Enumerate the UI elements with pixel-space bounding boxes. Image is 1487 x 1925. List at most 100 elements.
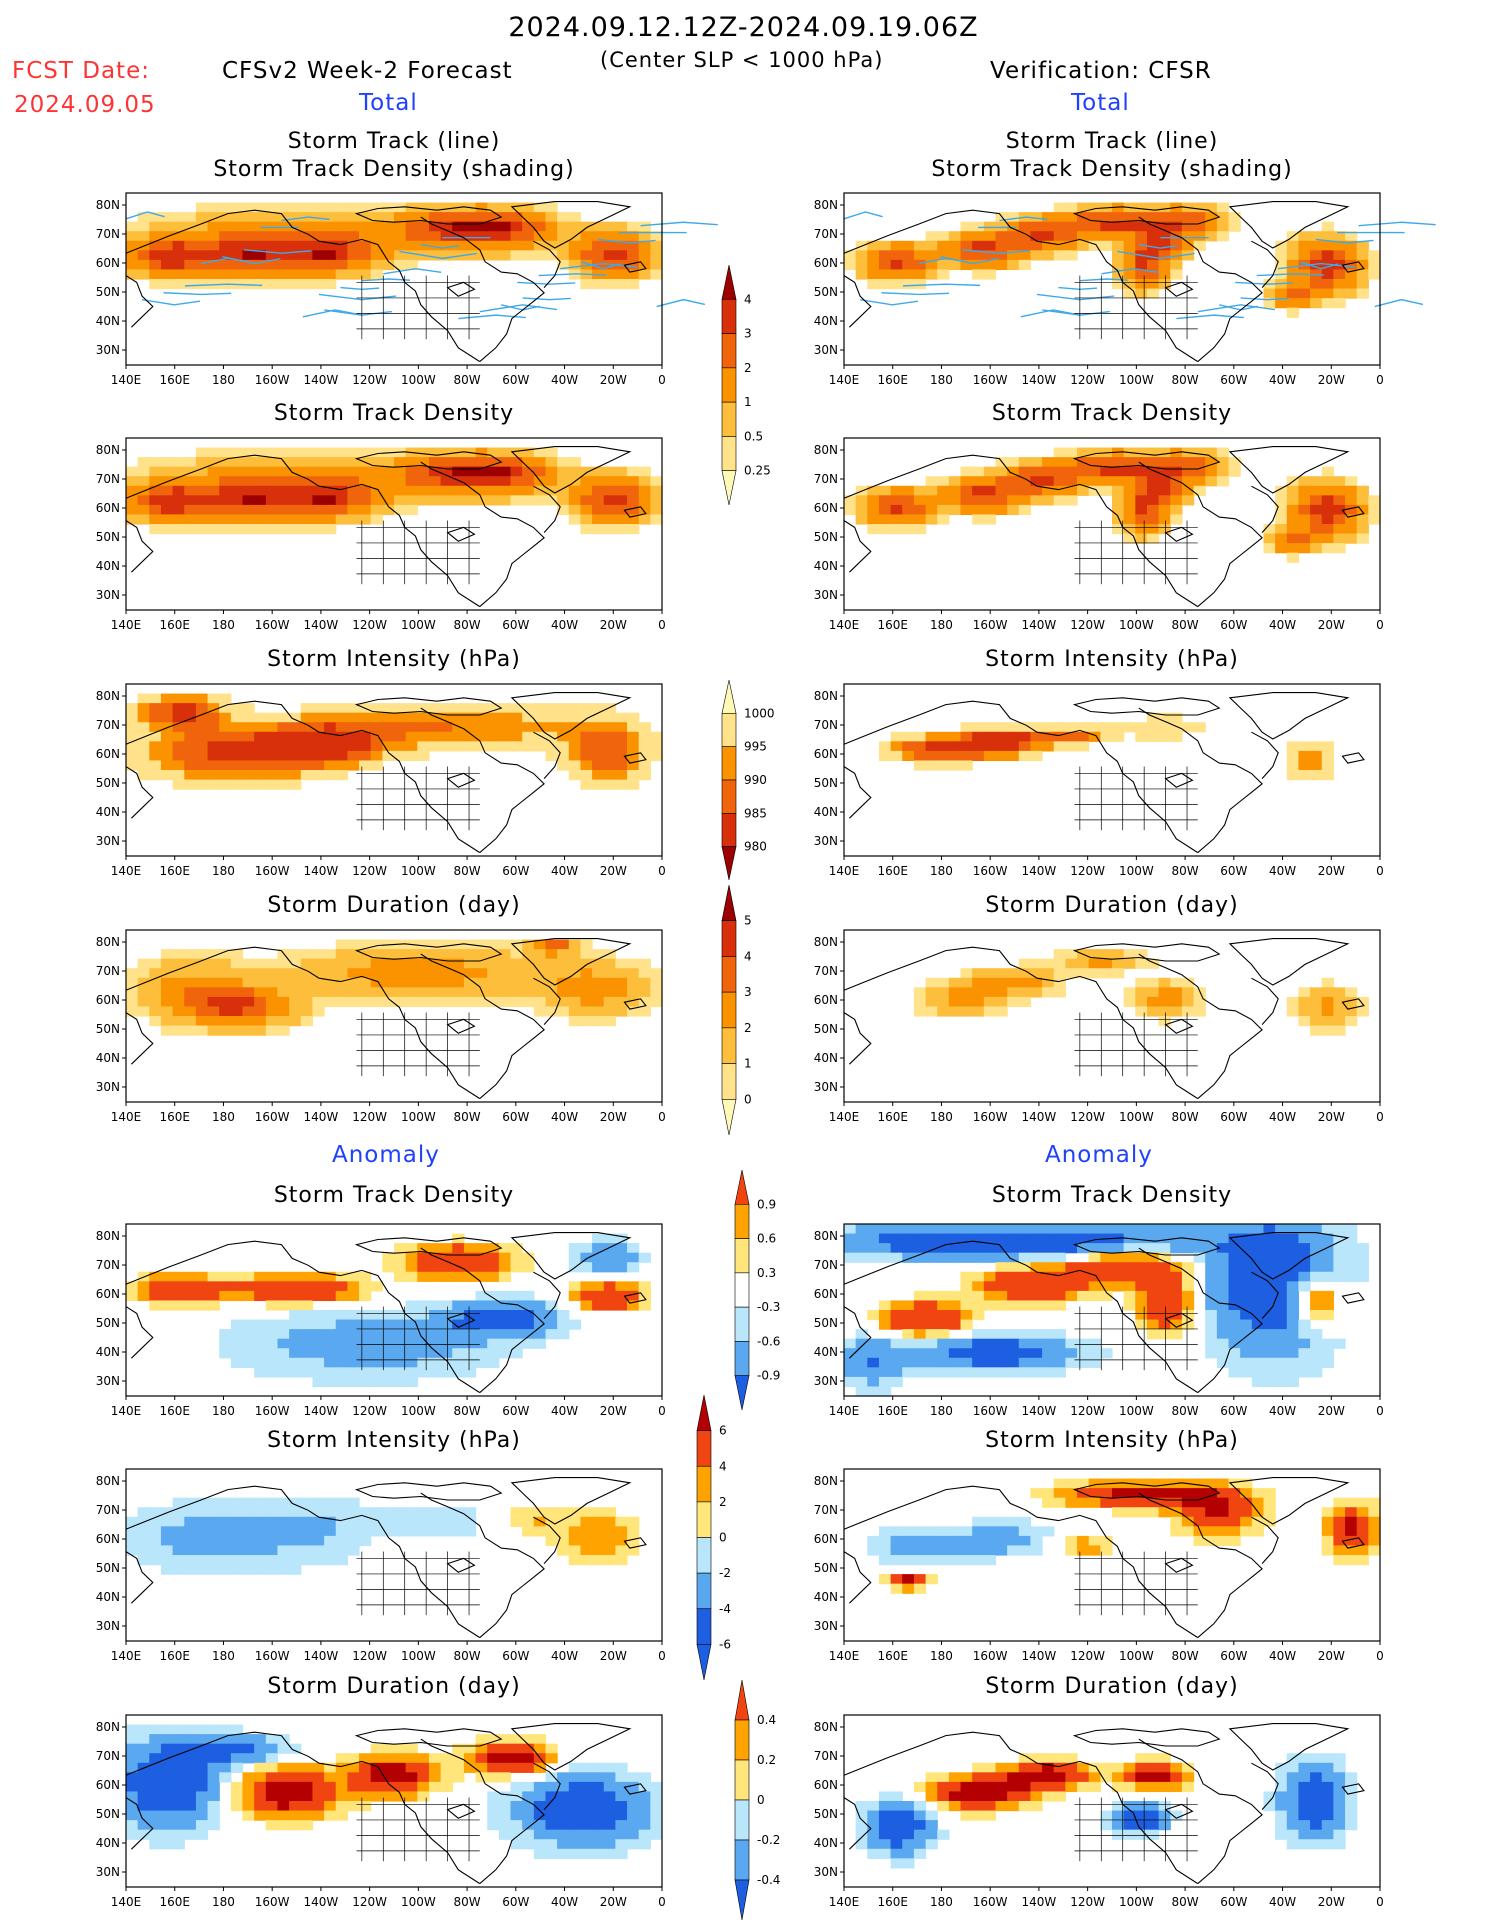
field-cell [533,1743,547,1754]
field-cell [1263,288,1276,299]
field-cell [592,1281,605,1292]
field-cell [1123,250,1136,261]
field-cell [867,1545,880,1556]
field-cell [638,1801,651,1812]
field-cell [195,457,209,468]
field-cell [925,1545,938,1556]
lat-tick-label: 60N [814,1778,838,1792]
field-cell [557,760,570,771]
field-cell [1298,1829,1311,1840]
field-cell [983,514,997,525]
field-cell [983,731,997,742]
field-cell [1146,1224,1160,1235]
field-cell [184,485,197,496]
field-cell [219,1016,232,1027]
coastline [420,461,545,608]
field-cell [902,1357,915,1368]
field-cell [219,1025,232,1036]
field-cell [1007,1516,1020,1527]
field-cell [1088,466,1101,477]
field-cell [878,240,892,251]
field-cell [1042,1753,1055,1764]
field-cell [382,731,395,742]
field-cell [568,1848,582,1859]
field-cell [172,1290,185,1302]
lon-tick-label: 80W [454,618,481,632]
field-cell [1216,1478,1230,1489]
field-cell [149,1820,162,1831]
field-cell [972,1791,985,1802]
field-cell [219,722,232,733]
field-cell [1077,231,1090,242]
field-cell [1170,457,1183,468]
field-cell [1240,1243,1253,1254]
field-cell [1018,1526,1032,1537]
field-cell [394,495,407,506]
field-cell [359,514,372,525]
field-cell [335,1791,348,1802]
field-cell [522,1839,535,1850]
lat-tick-label: 60N [96,256,120,270]
field-cell [592,770,605,781]
field-cell [522,457,535,468]
field-cell [1205,1507,1218,1518]
field-cell [878,1555,892,1566]
field-cell [1321,1535,1334,1547]
field-cell [219,240,232,251]
field-cell [1368,1526,1381,1537]
field-cell [335,1319,348,1330]
field-cell [1077,1772,1090,1783]
field-cell [498,476,512,487]
field-cell [983,485,997,496]
field-cell [405,1329,418,1340]
field-cell [312,1006,325,1017]
field-cell [1065,1488,1078,1499]
field-cell [1321,1271,1334,1282]
field-cell [1298,1006,1311,1017]
field-cell [1298,1233,1311,1244]
field-cell [160,1516,174,1527]
field-cell [1135,288,1148,299]
field-cell [1216,1507,1230,1518]
field-cell [533,939,547,950]
field-cell [1321,1810,1334,1821]
storm-track-line [163,292,232,296]
field-cell [1158,447,1171,458]
field-cell [1007,1329,1020,1340]
field-cell [890,1367,903,1378]
field-cell [937,1319,950,1330]
field-cell [195,722,209,733]
field-cell [440,1329,453,1340]
field-cell [1298,741,1311,752]
field-cell [1077,1262,1090,1273]
field-cell [1030,1535,1043,1547]
field-cell [1088,457,1101,468]
colorbar-arrow [696,1394,712,1431]
field-cell [126,269,139,280]
field-cell [149,250,162,261]
field-cell [1310,250,1323,261]
field-cell [324,1526,337,1537]
field-cell [498,722,512,733]
field-cell [1263,533,1276,544]
field-cell [172,949,185,960]
field-cell [207,1016,220,1027]
field-cell [995,504,1008,516]
field-cell [1310,1243,1323,1254]
field-cell [855,1252,868,1263]
field-cell [580,987,593,998]
field-cell [475,1243,488,1254]
field-cell [1263,1497,1276,1508]
field-cell [207,524,220,535]
lon-tick-label: 0 [658,1404,666,1418]
field-cell [925,1772,938,1783]
field-cell [1158,977,1171,988]
field-cell [1181,250,1195,261]
field-cell [137,693,150,704]
field-cell [1018,485,1032,496]
field-cell [1310,760,1323,771]
field-cell [1146,457,1160,468]
field-cell [1077,741,1090,752]
field-cell [1310,240,1323,251]
field-cell [254,269,267,280]
